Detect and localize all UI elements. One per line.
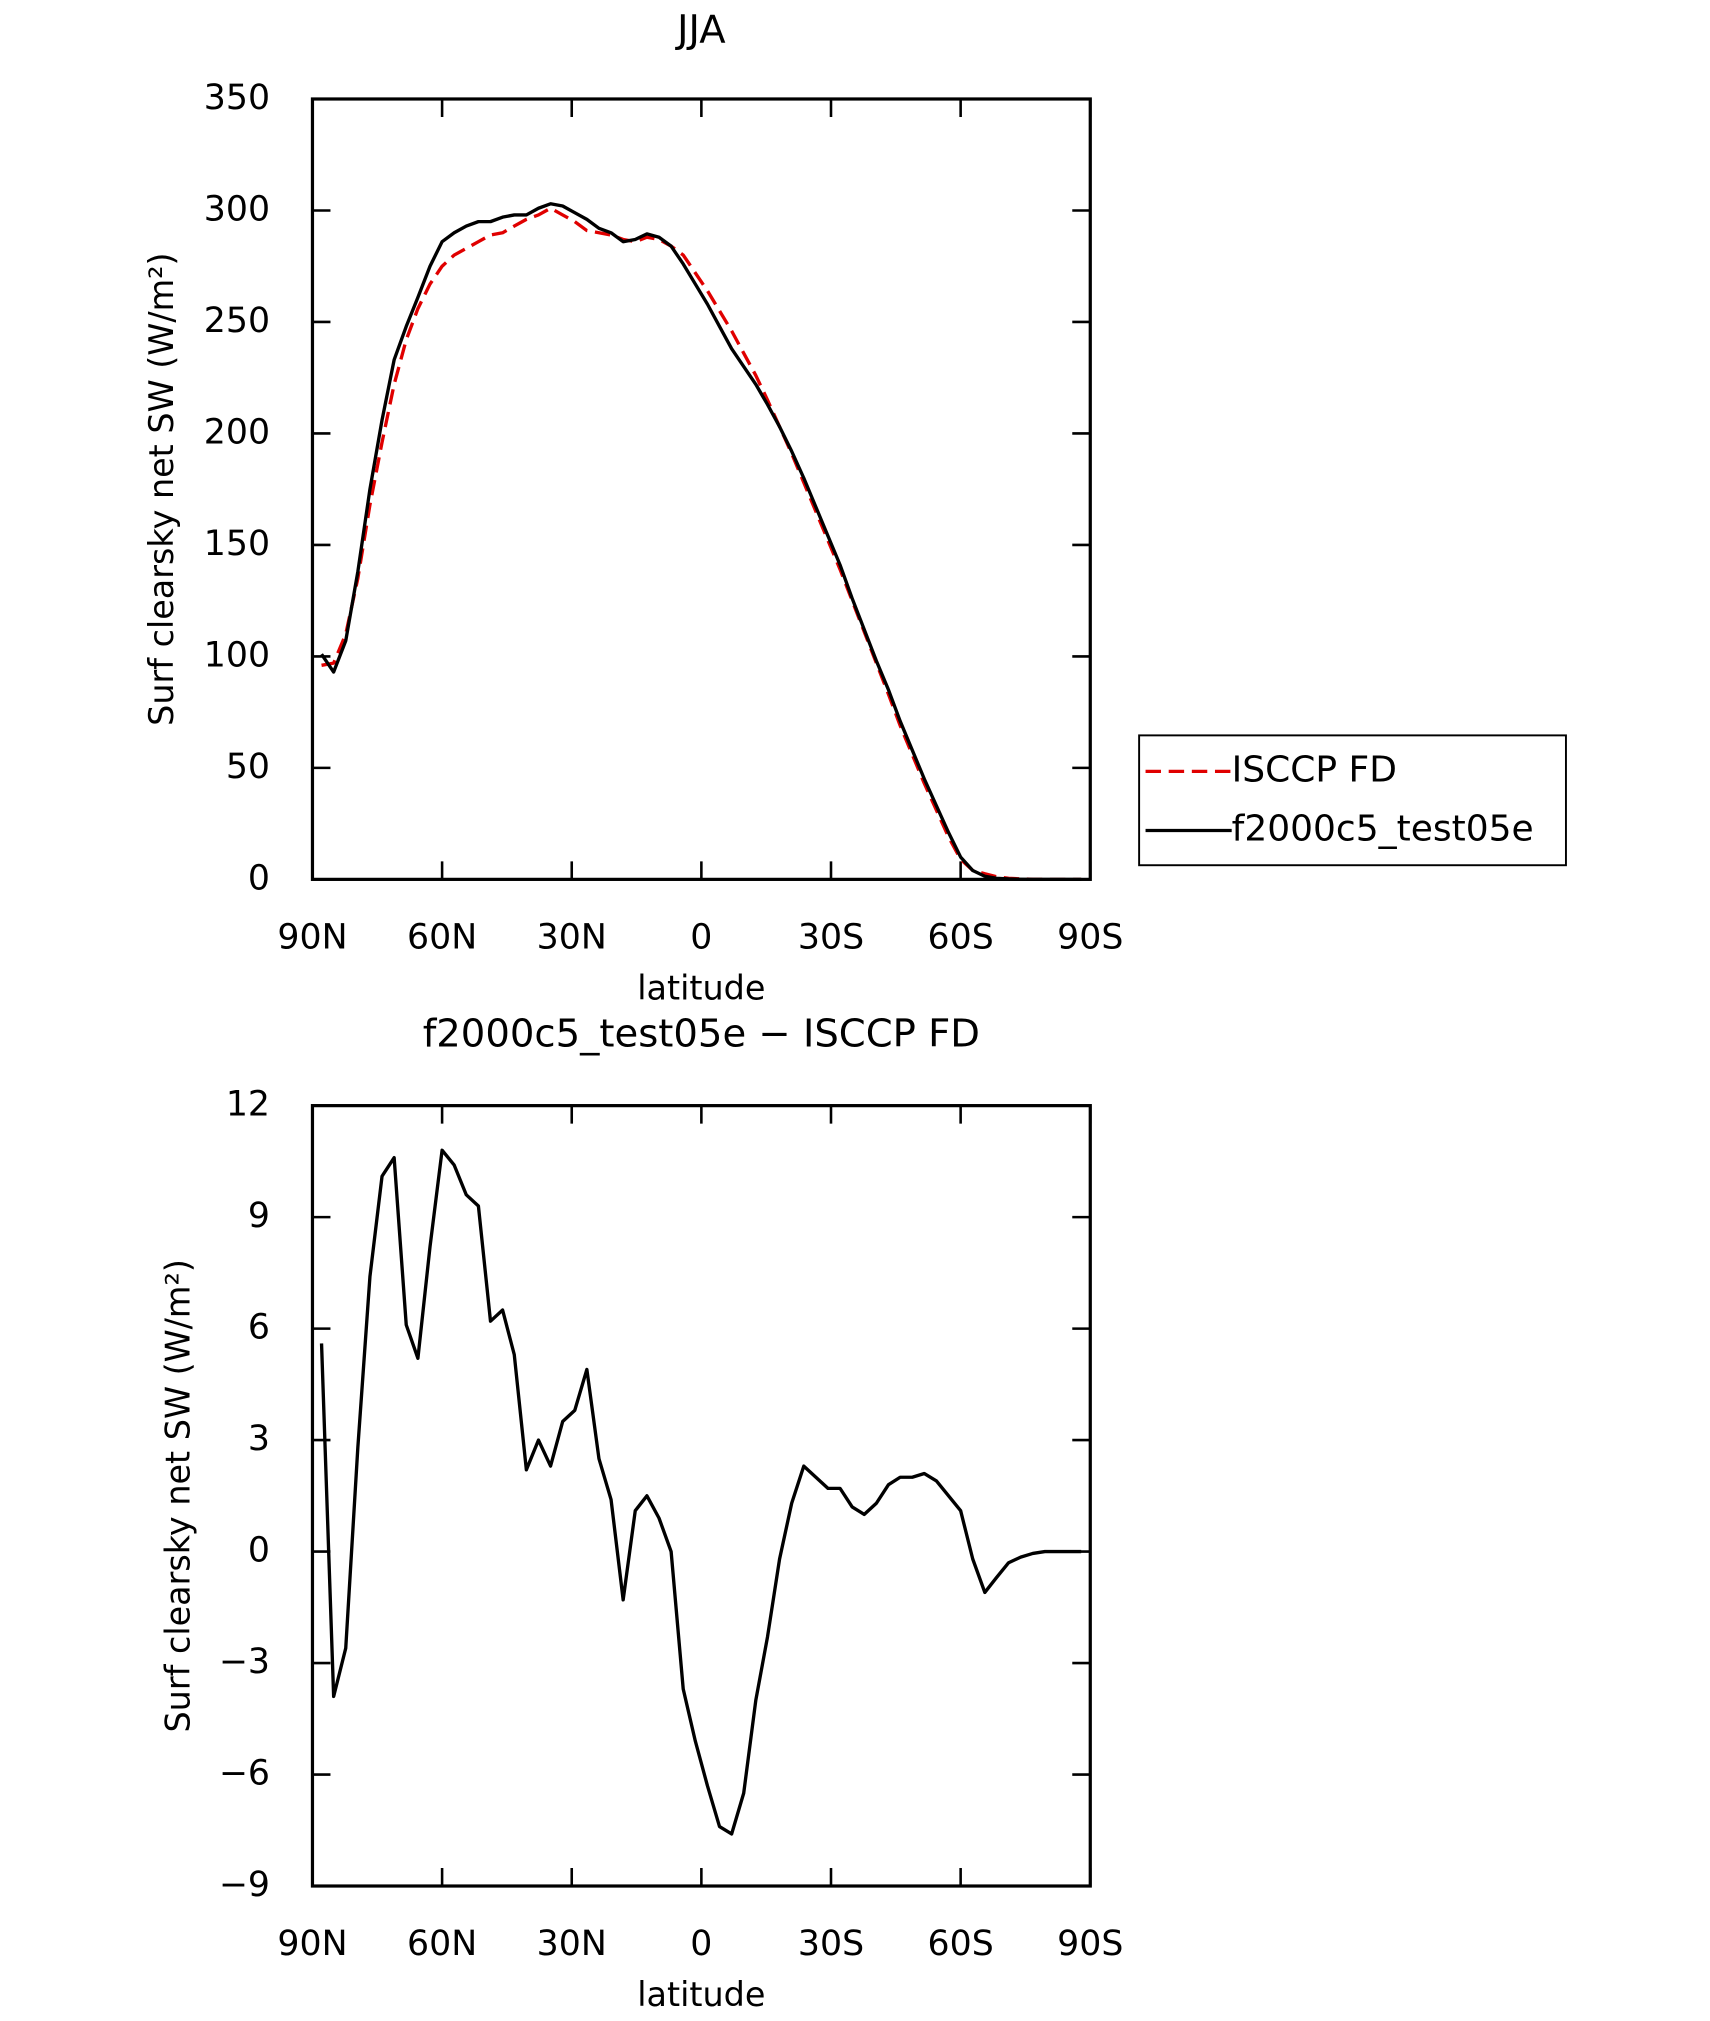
data-line (321, 206, 1082, 882)
plot-frame (310, 1104, 1092, 1888)
y-tick-label: 50 (226, 747, 270, 787)
y-tick-label: 250 (204, 301, 270, 341)
data-line (319, 1148, 1082, 1836)
y-tick-label: 12 (226, 1085, 270, 1125)
data-line (320, 202, 1082, 882)
y-tick-label: 300 (204, 189, 270, 229)
y-tick-label: 0 (248, 858, 270, 898)
y-tick-label: 3 (248, 1419, 270, 1459)
y-tick-label: −3 (219, 1642, 270, 1682)
x-axis-label: latitude (637, 968, 765, 1007)
y-tick-label: 0 (248, 1531, 270, 1571)
y-tick-label: 9 (248, 1196, 270, 1236)
y-tick-label: 200 (204, 412, 270, 452)
x-tick-label: 30N (537, 1924, 607, 1964)
x-tick-label: 60N (407, 918, 477, 958)
y-tick-label: −6 (219, 1754, 270, 1794)
x-tick-label: 90N (277, 918, 347, 958)
legend-label: f2000c5_test05e (1232, 809, 1534, 850)
legend-label: ISCCP FD (1232, 749, 1397, 790)
x-tick-label: 30S (798, 918, 864, 958)
x-tick-label: 60S (928, 1924, 994, 1964)
x-tick-label: 30N (537, 918, 607, 958)
x-axis-label: latitude (637, 1975, 765, 2014)
y-tick-label: 6 (248, 1308, 270, 1348)
y-axis-label: Surf clearsky net SW (W/m²) (159, 1259, 198, 1732)
chart-title: JJA (675, 8, 726, 53)
plot-frame (310, 97, 1092, 881)
x-tick-label: 60N (407, 1924, 477, 1964)
y-tick-label: 100 (204, 635, 270, 675)
x-tick-label: 90S (1057, 1924, 1123, 1964)
x-tick-label: 90N (277, 1924, 347, 1964)
legend-box (1138, 734, 1567, 867)
y-tick-label: −9 (219, 1865, 270, 1905)
y-tick-label: 150 (204, 524, 270, 564)
chart-title: f2000c5_test05e − ISCCP FD (423, 1012, 980, 1057)
y-axis-label: Surf clearsky net SW (W/m²) (142, 252, 181, 725)
x-tick-label: 90S (1057, 918, 1123, 958)
x-tick-label: 0 (690, 1924, 712, 1964)
x-tick-label: 30S (798, 1924, 864, 1964)
x-tick-label: 60S (928, 918, 994, 958)
x-tick-label: 0 (690, 918, 712, 958)
y-tick-label: 350 (204, 78, 270, 118)
